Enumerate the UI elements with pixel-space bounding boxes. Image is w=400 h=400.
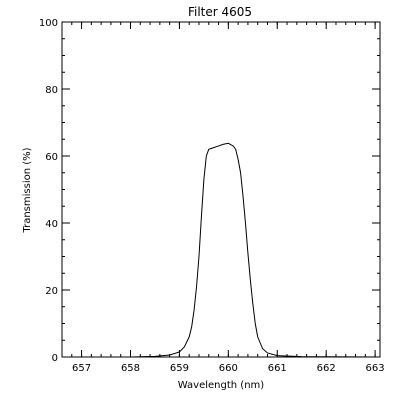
y-axis-title: Transmission (%) [22, 147, 33, 233]
y-tick-label: 60 [45, 152, 58, 163]
x-tick-label: 659 [170, 363, 189, 374]
x-tick-label: 658 [121, 363, 140, 374]
x-axis-ticks [61, 22, 376, 357]
x-axis-title: Wavelength (nm) [178, 380, 264, 391]
chart-title: Filter 4605 [188, 5, 252, 19]
x-tick-label: 657 [72, 363, 91, 374]
plot-frame [61, 21, 381, 358]
y-tick-label: 40 [45, 219, 58, 230]
y-axis-ticks [62, 21, 380, 358]
x-tick-label: 660 [219, 363, 238, 374]
transmission-curve [62, 142, 381, 358]
x-tick-label: 663 [366, 363, 385, 374]
y-tick-label: 20 [45, 286, 58, 297]
y-tick-label: 0 [52, 353, 58, 364]
y-tick-label: 100 [39, 18, 58, 29]
x-tick-label: 661 [268, 363, 287, 374]
y-axis-tick-labels: 0 20 40 60 80 100 [39, 18, 58, 364]
y-tick-label: 80 [45, 85, 58, 96]
x-tick-label: 662 [317, 363, 336, 374]
x-axis-tick-labels: 657 658 659 660 661 662 663 [72, 363, 385, 374]
